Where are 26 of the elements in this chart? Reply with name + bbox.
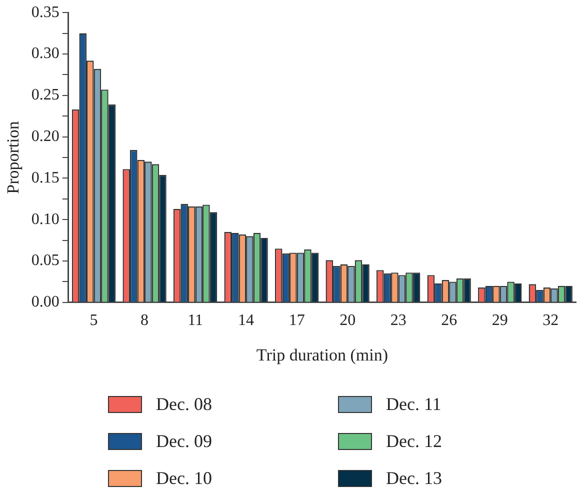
x-tick-label: 11 xyxy=(188,312,204,330)
y-tick-label: 0.10 xyxy=(31,210,60,228)
legend-label: Dec. 13 xyxy=(386,468,442,489)
legend-label: Dec. 12 xyxy=(386,431,442,452)
legend-label: Dec. 11 xyxy=(386,394,442,415)
legend-label: Dec. 09 xyxy=(156,431,212,452)
x-tick-label: 23 xyxy=(390,312,406,330)
y-tick-label: 0.30 xyxy=(31,45,60,62)
x-tick-label: 32 xyxy=(542,312,559,330)
x-tick-label: 20 xyxy=(340,312,356,330)
x-tick-label: 5 xyxy=(90,312,98,330)
legend-label: Dec. 10 xyxy=(156,468,212,489)
y-tick-label: 0.05 xyxy=(31,252,60,270)
y-tick-label: 0.00 xyxy=(31,294,60,311)
y-tick-label: 0.15 xyxy=(31,169,60,186)
x-tick-label: 17 xyxy=(288,312,305,330)
x-tick-label: 14 xyxy=(238,312,254,330)
y-axis-title: Proportion xyxy=(4,120,23,194)
x-tick-label: 26 xyxy=(441,312,458,330)
x-tick-label: 8 xyxy=(140,312,149,330)
y-tick-label: 0.25 xyxy=(31,86,60,104)
legend-label: Dec. 08 xyxy=(156,394,212,415)
x-tick-label: 29 xyxy=(492,312,508,330)
y-tick-label: 0.20 xyxy=(31,128,60,146)
x-axis-title: Trip duration (min) xyxy=(256,345,388,364)
y-tick-label: 0.35 xyxy=(31,4,60,21)
